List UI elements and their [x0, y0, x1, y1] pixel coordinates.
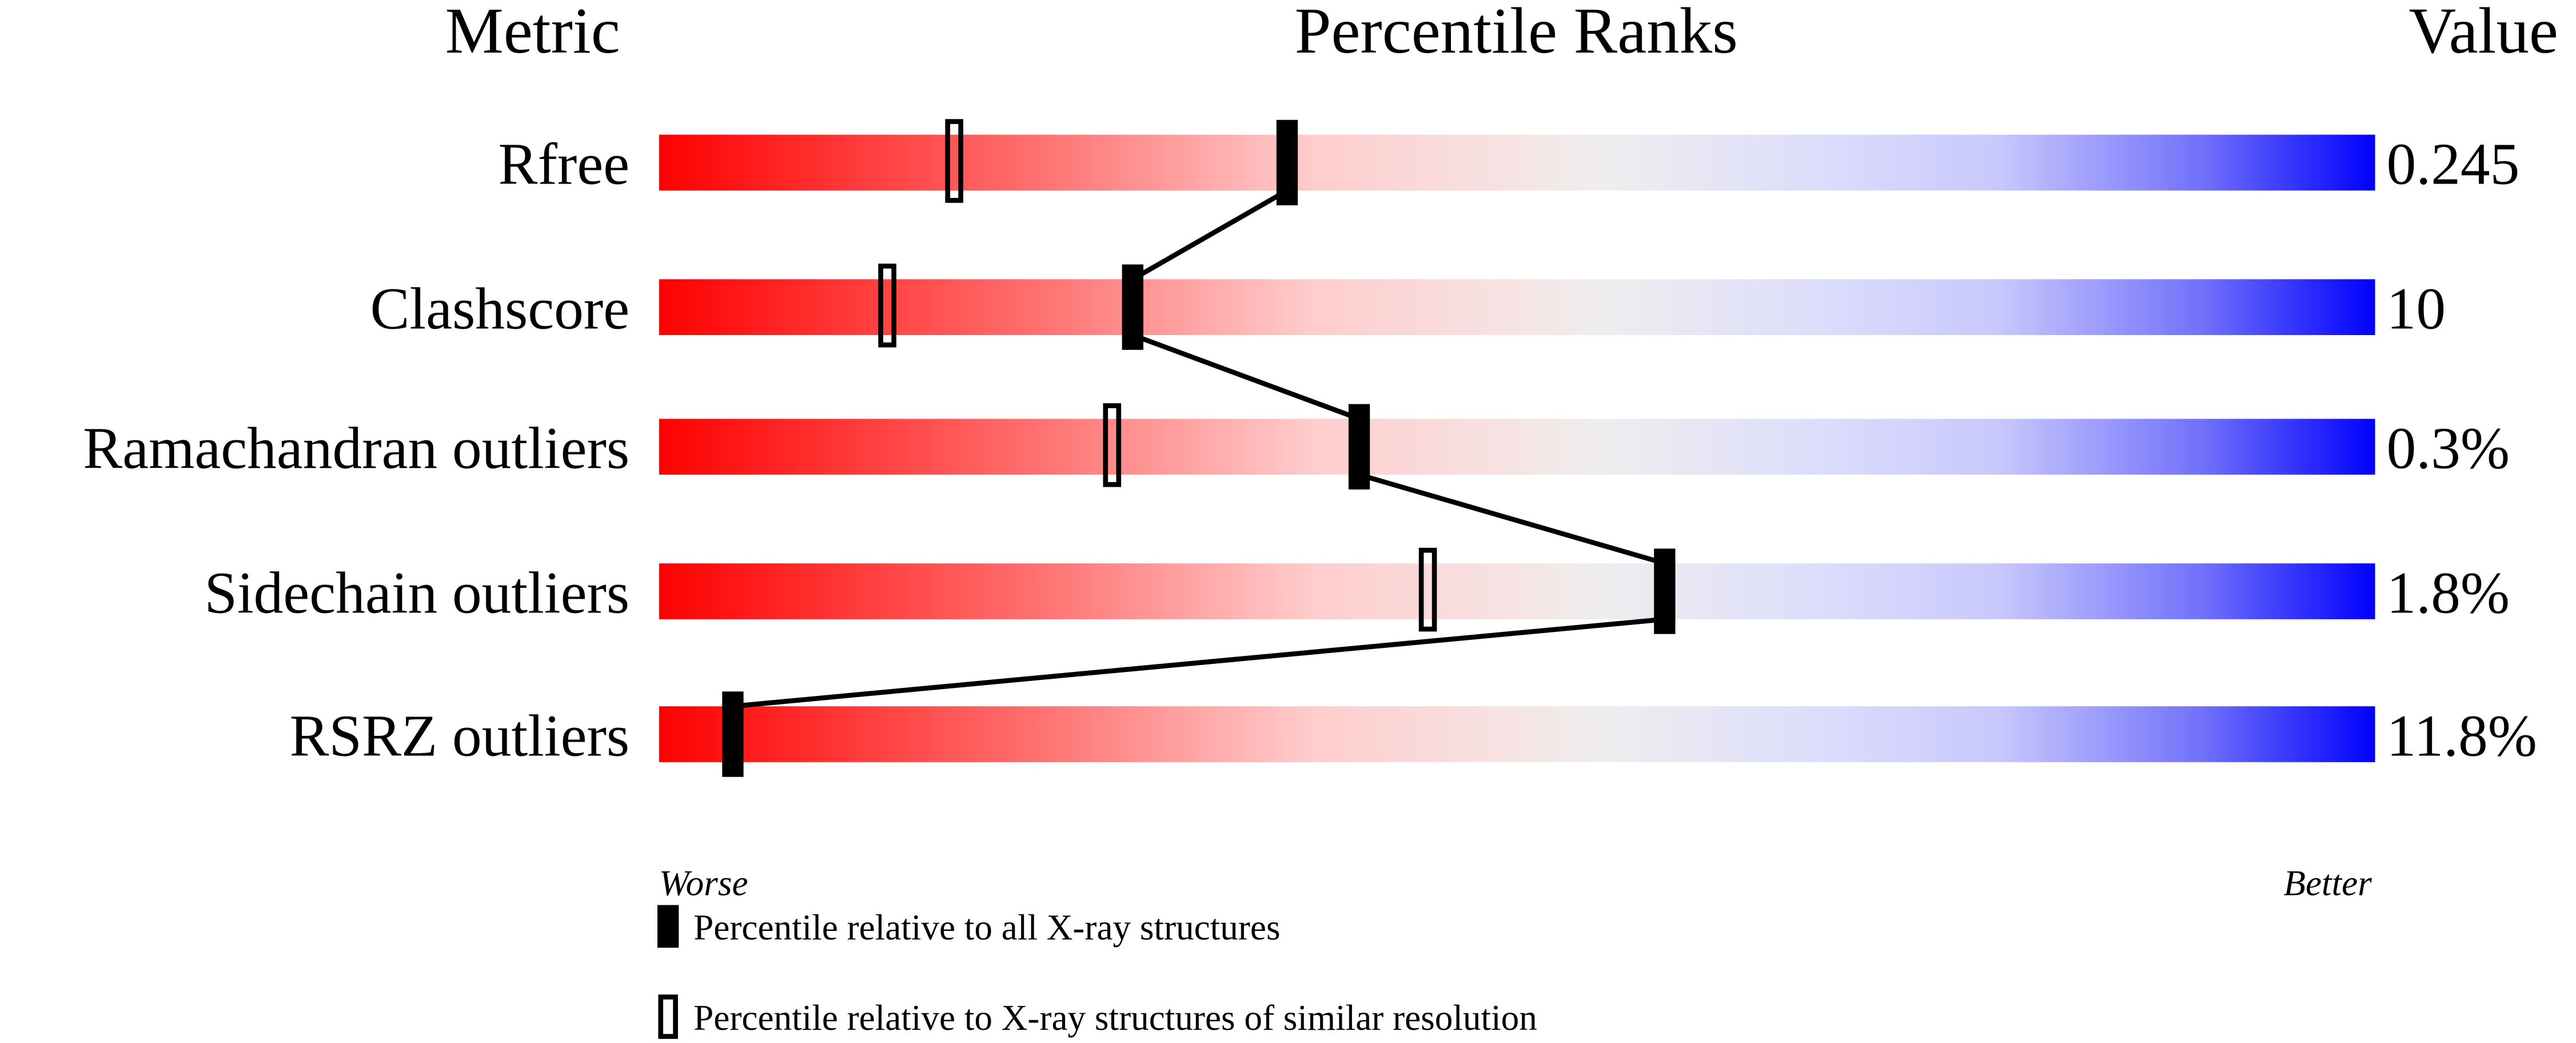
- percentile-bar: [659, 134, 2375, 191]
- all-structures-marker: [722, 691, 744, 777]
- metric-value: 10: [2387, 276, 2446, 341]
- metric-label: RSRZ outliers: [290, 703, 630, 769]
- similar-resolution-marker: [945, 119, 963, 203]
- legend-open-marker: [658, 994, 678, 1039]
- header-value: Value: [2408, 0, 2558, 67]
- similar-resolution-marker: [1103, 403, 1122, 487]
- header-metric: Metric: [445, 0, 620, 67]
- metric-value: 1.8%: [2387, 560, 2510, 626]
- all-structures-marker: [1654, 548, 1676, 634]
- metric-label: Rfree: [499, 132, 630, 197]
- similar-resolution-marker: [1418, 547, 1437, 632]
- legend-filled-label: Percentile relative to all X-ray structu…: [693, 907, 1280, 948]
- metric-label: Sidechain outliers: [204, 560, 629, 626]
- metric-value: 0.3%: [2387, 416, 2510, 481]
- metric-value: 11.8%: [2387, 703, 2537, 769]
- metric-value: 0.245: [2387, 132, 2520, 197]
- percentile-bar: [659, 706, 2375, 762]
- connector-line: [1131, 332, 1361, 421]
- all-structures-marker: [1348, 404, 1370, 489]
- connector-line: [1131, 188, 1289, 282]
- metric-label: Ramachandran outliers: [83, 416, 629, 481]
- similar-resolution-marker: [878, 264, 896, 348]
- all-structures-marker: [1122, 264, 1143, 350]
- connector-line: [732, 616, 1665, 709]
- percentile-bar: [659, 279, 2375, 335]
- connector-line: [1358, 472, 1666, 566]
- metric-label: Clashscore: [370, 276, 629, 341]
- all-structures-marker: [1276, 120, 1298, 206]
- header-percentile-ranks: Percentile Ranks: [1295, 0, 1738, 67]
- percentile-bar: [659, 563, 2375, 619]
- legend-open-label: Percentile relative to X-ray structures …: [693, 998, 1537, 1038]
- percentile-bar: [659, 419, 2375, 475]
- axis-better-label: Better: [2283, 863, 2372, 903]
- legend-filled-marker: [657, 905, 679, 948]
- axis-worse-label: Worse: [659, 863, 748, 903]
